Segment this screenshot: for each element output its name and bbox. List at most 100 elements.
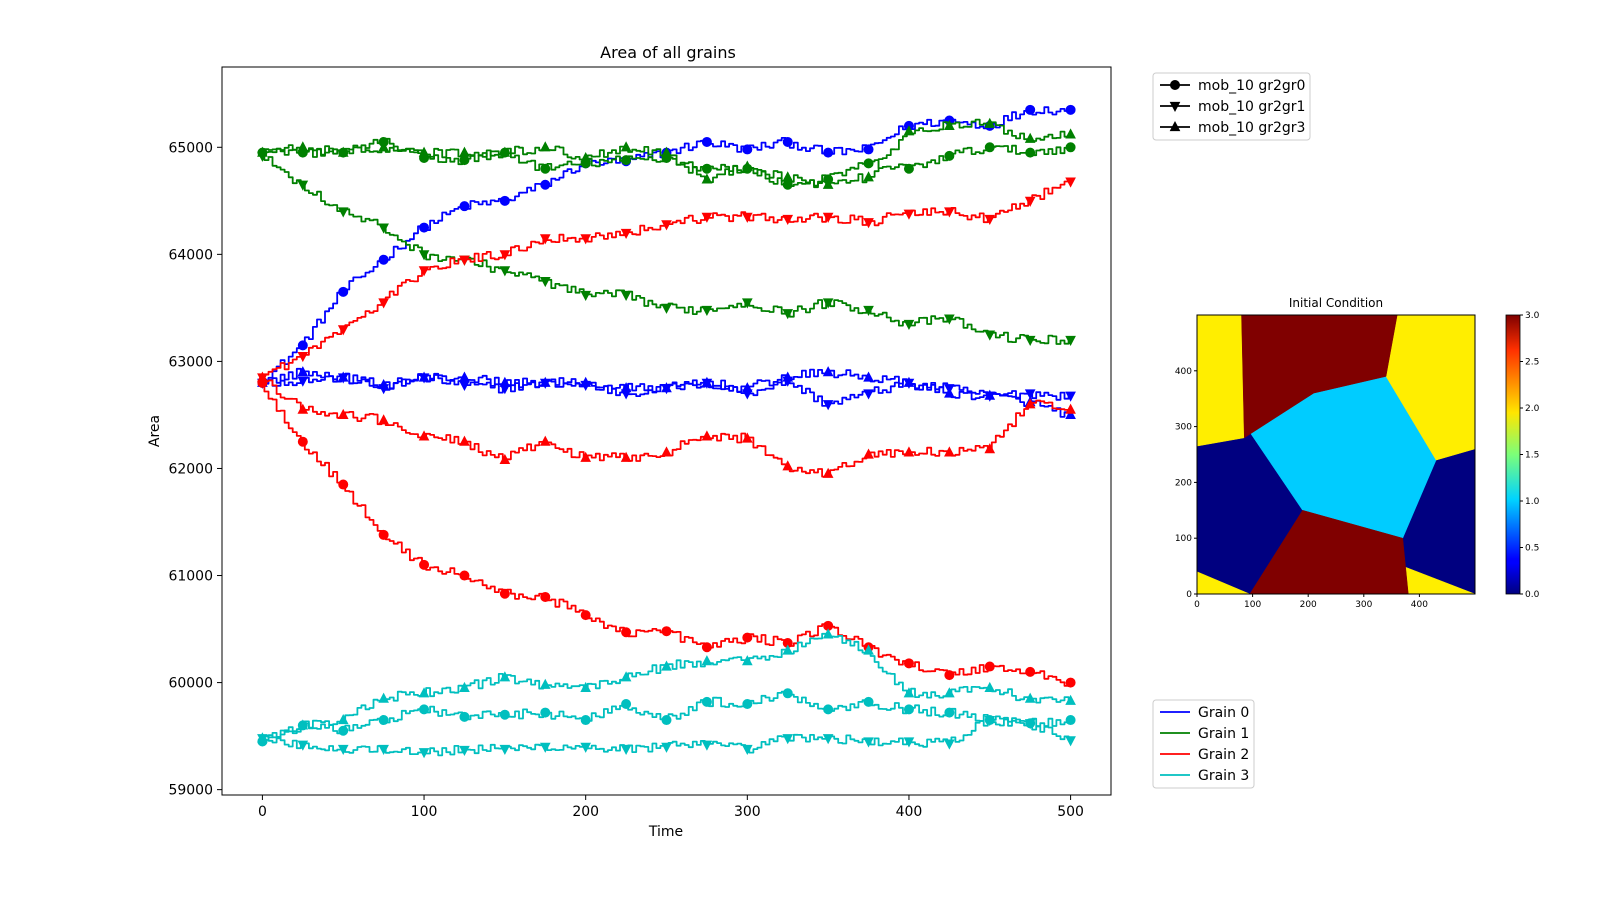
data-point <box>822 734 834 745</box>
data-point <box>297 180 309 191</box>
data-point <box>337 714 349 725</box>
data-point <box>459 146 470 157</box>
data-point <box>701 740 713 751</box>
data-point <box>580 290 592 302</box>
data-point <box>701 430 713 441</box>
data-point <box>297 351 309 363</box>
data-point <box>661 660 672 671</box>
inset-x-tick-label: 100 <box>1244 600 1261 610</box>
series-3 <box>257 366 1076 420</box>
data-point <box>1065 736 1076 747</box>
data-point <box>499 744 511 755</box>
data-point <box>580 376 592 387</box>
data-point <box>701 376 713 387</box>
data-point <box>580 715 591 726</box>
data-point <box>337 325 349 336</box>
data-point <box>661 220 672 231</box>
inset-regions <box>1197 315 1475 594</box>
colorbar-tick-label: 2.5 <box>1525 358 1539 368</box>
data-point <box>661 626 672 637</box>
data-point <box>863 218 874 229</box>
data-point <box>378 298 389 309</box>
data-point <box>499 146 511 157</box>
y-tick-label: 59000 <box>168 783 213 799</box>
data-point <box>701 642 712 653</box>
data-point <box>701 136 712 147</box>
data-point <box>903 658 914 669</box>
data-point <box>337 371 349 382</box>
data-point <box>378 529 389 540</box>
data-point <box>620 744 632 755</box>
data-point <box>539 742 551 753</box>
series-10 <box>257 688 1076 747</box>
data-point <box>621 627 632 638</box>
inset-y-tick-label: 0 <box>1186 590 1192 600</box>
data-point <box>944 207 955 218</box>
data-point <box>903 319 915 330</box>
data-point <box>741 382 753 393</box>
y-tick-label: 65000 <box>168 140 213 156</box>
data-point <box>701 696 712 707</box>
data-point <box>1065 677 1076 688</box>
data-point <box>459 681 470 693</box>
data-point <box>903 125 915 136</box>
colorbar-tick-label: 0.0 <box>1525 590 1540 600</box>
heatmap-region <box>1197 315 1245 447</box>
chart-title: Area of all grains <box>600 43 736 62</box>
inset-y-tick-label: 100 <box>1175 534 1192 544</box>
data-point <box>782 371 794 382</box>
data-point <box>620 671 632 682</box>
data-point <box>944 670 955 681</box>
data-point <box>984 661 995 672</box>
data-point <box>459 201 470 212</box>
data-point <box>782 734 794 745</box>
data-point <box>984 443 996 454</box>
data-point <box>661 303 672 314</box>
data-point <box>418 146 430 157</box>
data-point <box>580 234 592 245</box>
data-point <box>863 144 874 155</box>
data-point <box>944 739 955 750</box>
y-tick-label: 61000 <box>168 569 213 585</box>
data-point <box>297 340 308 351</box>
data-point <box>257 732 268 743</box>
series-12 <box>257 628 1076 743</box>
data-point <box>661 446 672 457</box>
series-9 <box>257 371 1076 478</box>
data-point <box>1065 335 1076 347</box>
data-point <box>499 250 511 261</box>
y-axis: 59000 60000 61000 62000 63000 64000 65000 <box>168 140 222 799</box>
data-point <box>782 136 793 147</box>
data-point <box>984 117 996 128</box>
data-point <box>822 178 834 189</box>
data-point <box>863 696 874 707</box>
data-point <box>944 687 955 698</box>
data-point <box>338 286 349 297</box>
data-point <box>378 414 389 425</box>
data-point <box>903 163 914 174</box>
data-point <box>418 250 430 261</box>
data-point <box>418 430 430 441</box>
plot-frame <box>221 66 1112 796</box>
data-point <box>782 644 794 655</box>
data-point <box>338 479 349 490</box>
data-point <box>822 366 834 377</box>
data-point <box>1065 104 1076 115</box>
data-point <box>1025 666 1036 677</box>
data-point <box>782 460 794 471</box>
x-axis-label: Time <box>648 824 683 840</box>
legend-marker <box>1169 120 1181 132</box>
data-point <box>620 451 632 462</box>
data-point <box>378 715 389 726</box>
data-point <box>418 748 430 759</box>
data-point <box>661 382 672 393</box>
data-point <box>903 446 915 457</box>
data-point <box>701 655 713 666</box>
legend-label: Grain 0 <box>1198 705 1249 721</box>
data-point <box>1065 715 1076 726</box>
data-point <box>418 371 430 382</box>
data-point <box>823 704 834 715</box>
data-point <box>539 141 551 152</box>
data-point <box>459 570 470 581</box>
data-point <box>499 588 510 599</box>
